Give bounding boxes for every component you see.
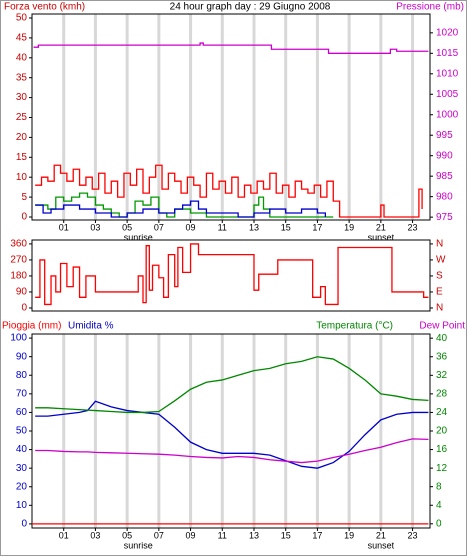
y-tick-label: 20 <box>16 481 28 492</box>
annotation: sunset <box>368 232 395 242</box>
y2-tick-label: 24 <box>436 407 448 418</box>
x-tick-label: 07 <box>154 530 164 540</box>
y2-tick-label: 990 <box>436 150 453 161</box>
y2-tick-label: 40 <box>436 333 448 344</box>
y-tick-label: 100 <box>10 333 27 344</box>
y2-tick-label: 995 <box>436 130 453 141</box>
x-tick-label: 05 <box>122 222 132 232</box>
y-tick-label: 35 <box>16 72 28 83</box>
x-tick-label: 13 <box>249 530 259 540</box>
y2-tick-label: S <box>436 271 443 282</box>
y2-tick-label: 1015 <box>436 48 459 59</box>
x-tick-label: 15 <box>281 530 291 540</box>
x-tick-label: 11 <box>218 222 227 232</box>
y2-tick-label: 1000 <box>436 109 459 120</box>
y-tick-label: 50 <box>16 13 28 24</box>
y2-tick-label: 985 <box>436 171 453 182</box>
y-tick-label: 15 <box>16 152 28 163</box>
y-tick-label: 180 <box>10 271 27 282</box>
series-line <box>33 42 429 54</box>
x-tick-label: 23 <box>408 222 418 232</box>
y-tick-label: 25 <box>16 112 28 123</box>
y-tick-label: 40 <box>16 52 28 63</box>
chart-title: 24 hour graph day : 29 Giugno 2008 <box>170 2 331 13</box>
y2-axis-label: Pressione (mb) <box>396 2 464 13</box>
x-tick-label: 09 <box>186 222 196 232</box>
y2-tick-label: 12 <box>436 463 448 474</box>
y-tick-label: 360 <box>10 239 27 250</box>
y2-tick-label: 4 <box>436 500 442 511</box>
x-tick-label: 03 <box>90 222 100 232</box>
legend-label: Temperatura (°C) <box>316 321 393 332</box>
x-tick-label: 23 <box>408 530 418 540</box>
annotation: sunset <box>368 540 395 550</box>
y-tick-label: 45 <box>16 33 28 44</box>
y-tick-label: 10 <box>16 172 28 183</box>
y2-tick-label: 1010 <box>436 68 459 79</box>
y2-tick-label: 980 <box>436 191 453 202</box>
x-tick-label: 03 <box>90 530 100 540</box>
y2-tick-label: 20 <box>436 426 448 437</box>
y2-tick-label: 32 <box>436 370 448 381</box>
x-tick-label: 15 <box>281 222 291 232</box>
y-tick-label: 90 <box>16 287 28 298</box>
legend-label: Umidita % <box>68 321 114 332</box>
series-line <box>35 243 429 306</box>
y2-tick-label: 16 <box>436 444 448 455</box>
y-tick-label: 70 <box>16 388 28 399</box>
x-tick-label: 01 <box>59 222 69 232</box>
series-line <box>35 438 429 464</box>
y-tick-label: 60 <box>16 407 28 418</box>
y-tick-label: 90 <box>16 351 28 362</box>
annotation: sunrise <box>124 232 153 242</box>
x-tick-label: 19 <box>344 222 354 232</box>
y-tick-label: 0 <box>21 212 27 223</box>
series-line <box>35 356 429 414</box>
x-tick-label: 19 <box>344 530 354 540</box>
legend-label: Dew Point <box>419 321 465 332</box>
y-tick-label: 80 <box>16 370 28 381</box>
x-tick-label: 05 <box>122 530 132 540</box>
x-tick-label: 17 <box>312 222 322 232</box>
y-tick-label: 10 <box>16 500 28 511</box>
x-tick-label: 07 <box>154 222 164 232</box>
y2-tick-label: 8 <box>436 481 442 492</box>
y2-tick-label: 36 <box>436 351 448 362</box>
y-tick-label: 0 <box>21 519 27 530</box>
x-tick-label: 01 <box>59 530 69 540</box>
legend-label: Pioggia (mm) <box>2 321 61 332</box>
annotation: sunrise <box>124 540 153 550</box>
series-line <box>35 400 429 469</box>
y2-tick-label: 1020 <box>436 27 459 38</box>
y2-tick-label: N <box>436 239 443 250</box>
y2-tick-label: N <box>436 303 443 314</box>
y-tick-label: 30 <box>16 463 28 474</box>
x-tick-label: 09 <box>186 530 196 540</box>
y2-tick-label: 28 <box>436 389 448 400</box>
y2-tick-label: W <box>436 255 446 266</box>
y2-tick-label: 0 <box>436 518 442 529</box>
y-tick-label: 0 <box>21 303 27 314</box>
x-tick-label: 13 <box>249 222 259 232</box>
y-axis-label: Forza vento (kmh) <box>4 2 85 13</box>
x-tick-label: 21 <box>376 222 386 232</box>
y-tick-label: 5 <box>21 192 27 203</box>
x-tick-label: 17 <box>312 530 322 540</box>
x-tick-label: 21 <box>376 530 386 540</box>
x-tick-label: 11 <box>218 530 227 540</box>
y2-tick-label: 975 <box>436 212 453 223</box>
y2-tick-label: E <box>436 287 443 298</box>
series-line <box>35 164 423 218</box>
y-tick-label: 50 <box>16 426 28 437</box>
series-line <box>35 200 326 218</box>
y-tick-label: 30 <box>16 92 28 103</box>
y-tick-label: 40 <box>16 444 28 455</box>
y-tick-label: 270 <box>10 255 27 266</box>
y-tick-label: 20 <box>16 132 28 143</box>
y2-tick-label: 1005 <box>436 89 459 100</box>
